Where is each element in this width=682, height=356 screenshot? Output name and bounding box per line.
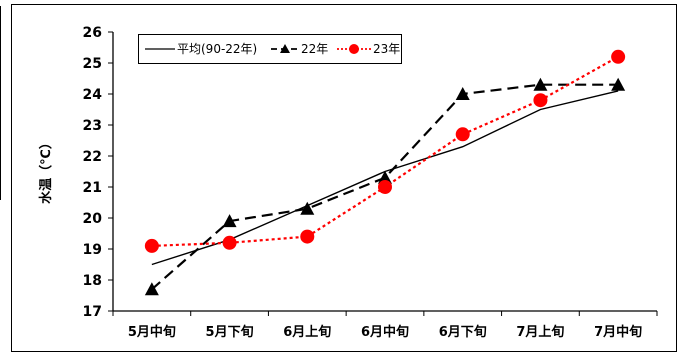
- x-tick-label: 6月中旬: [361, 324, 409, 340]
- y-tick-label: 25: [83, 56, 102, 72]
- y-tick-label: 19: [83, 242, 102, 258]
- y-tick-label: 26: [83, 25, 102, 41]
- x-tick-label: 5月中旬: [128, 324, 176, 340]
- x-tick-label: 7月中旬: [594, 324, 642, 340]
- series-layer: [144, 49, 626, 296]
- y-tick-label: 23: [83, 118, 102, 134]
- x-tick-label: 6月下旬: [439, 324, 487, 340]
- legend-entry-average: 平均(90-22年): [145, 42, 257, 56]
- left-edge-fragment: [0, 0, 9, 356]
- y-tick-label: 21: [83, 180, 102, 196]
- y-tick-label: 24: [83, 87, 103, 103]
- legend-entry-22: 22年: [271, 42, 328, 56]
- data-point-triangle: [300, 201, 315, 215]
- legend-label-average: 平均(90-22年): [177, 42, 257, 56]
- legend-triangle-marker-icon: [280, 44, 290, 53]
- x-tick-label: 7月上旬: [516, 324, 564, 340]
- series-1: [144, 77, 626, 296]
- y-tick-label: 18: [83, 273, 102, 289]
- legend-entry-23: 23年: [337, 42, 400, 56]
- data-point-circle: [300, 229, 315, 244]
- chart-frame: [11, 4, 677, 352]
- data-point-circle: [533, 93, 548, 108]
- legend-label-23: 23年: [373, 42, 400, 56]
- data-point-triangle: [222, 214, 237, 228]
- data-point-triangle: [378, 170, 392, 184]
- chart-axes: [112, 32, 657, 312]
- data-point-circle: [222, 235, 237, 250]
- legend-svg: 平均(90-22年) 22年 23年: [145, 42, 400, 56]
- axis-ticks: 17 18 19 20 21 22 23 24 25 26 5月中旬 5月下旬 6月上旬 6月中旬 6月下旬…: [83, 25, 658, 340]
- y-tick-label: 22: [83, 149, 102, 165]
- series-2: [144, 49, 626, 253]
- data-point-triangle: [144, 282, 159, 296]
- data-point-circle: [611, 49, 626, 64]
- data-point-circle: [144, 238, 159, 253]
- x-tick-label: 5月下旬: [206, 324, 254, 340]
- data-point-triangle: [533, 77, 548, 91]
- data-point-triangle: [455, 87, 470, 100]
- legend-label-22: 22年: [301, 42, 328, 56]
- left-edge-line: [0, 6, 1, 200]
- data-point-triangle: [611, 77, 626, 91]
- data-point-circle: [378, 180, 392, 194]
- y-axis-label: 水温（℃）: [38, 136, 54, 204]
- legend-circle-marker-icon: [349, 44, 359, 54]
- y-tick-label: 20: [83, 211, 103, 227]
- x-tick-label: 6月上旬: [283, 324, 331, 340]
- data-point-circle: [455, 127, 470, 142]
- legend: 平均(90-22年) 22年 23年: [138, 34, 402, 64]
- y-tick-label: 17: [83, 304, 102, 320]
